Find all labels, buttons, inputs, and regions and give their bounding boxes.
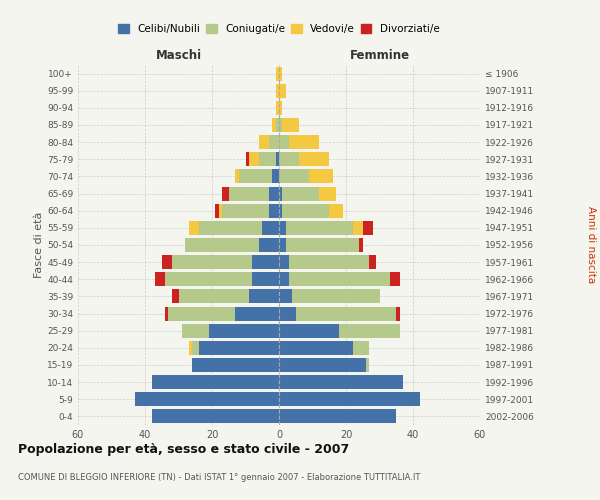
Bar [222,186,229,200]
Bar [182,324,209,338]
Bar [340,324,400,338]
Bar [289,255,370,269]
Bar [188,221,199,235]
Bar [165,272,252,286]
Text: COMUNE DI BLEGGIO INFERIORE (TN) - Dati ISTAT 1° gennaio 2007 - Elaborazione TUT: COMUNE DI BLEGGIO INFERIORE (TN) - Dati … [18,473,421,482]
Bar [289,272,389,286]
Bar [389,272,400,286]
Bar [283,118,299,132]
Text: Popolazione per età, sesso e stato civile - 2007: Popolazione per età, sesso e stato civil… [18,442,349,456]
Bar [279,358,366,372]
Bar [283,204,329,218]
Bar [155,272,165,286]
Bar [279,101,283,115]
Bar [252,272,279,286]
Bar [188,341,192,355]
Bar [279,118,283,132]
Bar [279,152,299,166]
Bar [222,204,269,218]
Bar [229,186,269,200]
Bar [292,290,380,304]
Bar [279,170,309,183]
Bar [259,135,269,149]
Bar [279,341,353,355]
Bar [366,358,370,372]
Y-axis label: Fasce di età: Fasce di età [34,212,44,278]
Legend: Celibi/Nubili, Coniugati/e, Vedovi/e, Divorziati/e: Celibi/Nubili, Coniugati/e, Vedovi/e, Di… [114,20,444,38]
Bar [269,135,279,149]
Bar [275,118,279,132]
Bar [279,238,286,252]
Bar [165,306,169,320]
Bar [192,341,199,355]
Bar [135,392,279,406]
Bar [235,306,279,320]
Bar [152,410,279,424]
Bar [279,324,340,338]
Bar [296,306,396,320]
Bar [235,170,239,183]
Bar [279,221,286,235]
Bar [363,221,373,235]
Bar [172,255,252,269]
Bar [275,152,279,166]
Bar [219,204,222,218]
Text: Maschi: Maschi [155,48,202,62]
Bar [279,306,296,320]
Bar [309,170,332,183]
Bar [329,204,343,218]
Bar [262,221,279,235]
Bar [272,170,279,183]
Bar [279,375,403,389]
Bar [272,118,275,132]
Bar [252,255,279,269]
Bar [283,186,319,200]
Bar [286,221,353,235]
Bar [192,358,279,372]
Bar [269,204,279,218]
Bar [185,238,259,252]
Text: Anni di nascita: Anni di nascita [586,206,596,284]
Bar [152,375,279,389]
Bar [299,152,329,166]
Bar [249,152,259,166]
Bar [249,290,279,304]
Bar [353,221,363,235]
Bar [396,306,400,320]
Bar [359,238,363,252]
Bar [179,290,249,304]
Bar [279,84,286,98]
Bar [162,255,172,269]
Bar [199,221,262,235]
Bar [279,410,396,424]
Bar [279,255,289,269]
Bar [319,186,336,200]
Bar [279,290,292,304]
Bar [245,152,249,166]
Bar [209,324,279,338]
Bar [279,272,289,286]
Bar [215,204,218,218]
Bar [279,204,283,218]
Text: Femmine: Femmine [349,48,410,62]
Bar [169,306,235,320]
Bar [289,135,319,149]
Bar [275,66,279,80]
Bar [275,84,279,98]
Bar [286,238,359,252]
Bar [279,135,289,149]
Bar [259,152,275,166]
Bar [279,392,420,406]
Bar [172,290,179,304]
Bar [239,170,272,183]
Bar [275,101,279,115]
Bar [370,255,376,269]
Bar [279,66,283,80]
Bar [199,341,279,355]
Bar [269,186,279,200]
Bar [279,186,283,200]
Bar [259,238,279,252]
Bar [353,341,370,355]
